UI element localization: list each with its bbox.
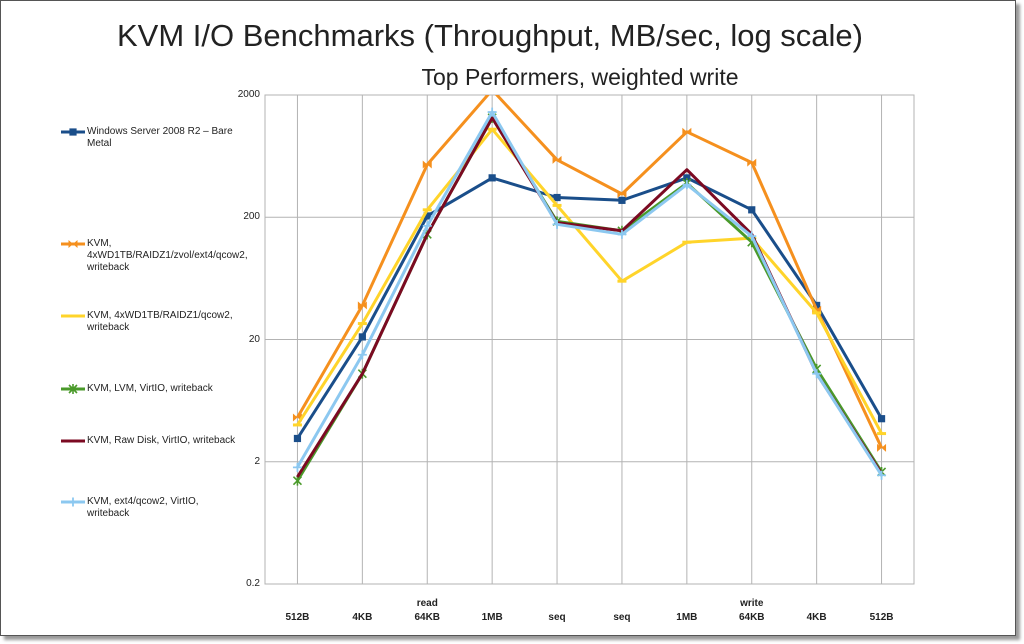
data-point [617, 279, 627, 283]
data-point [292, 462, 302, 472]
data-point [683, 174, 691, 182]
x-group-label: write [740, 598, 764, 609]
data-point [357, 322, 367, 326]
data-point [292, 423, 302, 427]
data-point [748, 206, 756, 214]
data-point [747, 231, 757, 241]
data-point [877, 470, 887, 480]
x-tick-label: 512B [285, 612, 310, 623]
legend-label: Windows Server 2008 R2 – Bare Metal [87, 126, 233, 149]
data-point [877, 415, 886, 423]
legend-symbol [61, 384, 85, 394]
y-tick-label: 20 [248, 333, 260, 345]
y-tick-label: 2000 [237, 89, 260, 100]
x-tick-label: 1MB [676, 612, 698, 623]
data-point [423, 212, 431, 220]
legend-label: KVM, ext4/qcow2, VirtIO, writeback [87, 496, 199, 519]
data-point [812, 369, 822, 379]
chart-subtitle: Top Performers, weighted write [421, 64, 739, 90]
data-point [682, 180, 692, 190]
legend-label: KVM, LVM, VirtIO, writeback [87, 383, 213, 394]
data-point [812, 311, 822, 315]
legend-label: KVM, Raw Disk, VirtIO, writeback [87, 435, 236, 446]
x-tick-label: seq [613, 612, 631, 623]
data-point [488, 174, 496, 182]
series-line [296, 176, 883, 440]
data-point [618, 196, 626, 204]
x-group-label: read [416, 598, 438, 609]
data-point [617, 189, 627, 198]
data-point [68, 240, 78, 248]
series-1 [293, 174, 886, 443]
legend-symbol [61, 439, 85, 443]
x-tick-label: 64KB [414, 612, 441, 623]
y-tick-label: 200 [243, 211, 260, 223]
data-point [293, 434, 302, 443]
data-point [357, 350, 367, 360]
series-line [296, 127, 883, 435]
legend-symbol [61, 128, 85, 136]
data-point [682, 240, 692, 244]
data-point [68, 384, 78, 394]
data-point [682, 127, 692, 136]
data-point [552, 219, 562, 229]
data-point [747, 158, 757, 167]
y-tick-label: 2 [254, 455, 260, 467]
x-tick-label: 64KB [738, 612, 765, 623]
data-point [553, 193, 561, 202]
legend-symbol [61, 314, 85, 318]
data-point [552, 203, 562, 207]
legend-label: KVM, 4xWD1TB/RAIDZ1/zvol/ext4/qcow2, wri… [87, 238, 248, 273]
x-tick-label: seq [548, 612, 566, 623]
legend-symbol [61, 240, 85, 248]
series-line [296, 95, 883, 449]
data-point [422, 221, 432, 231]
x-tick-label: 512B [869, 612, 894, 623]
data-point [422, 160, 432, 169]
legend-label: KVM, 4xWD1TB/RAIDZ1/qcow2, writeback [87, 310, 233, 333]
data-point [69, 128, 77, 136]
x-tick-label: 1MB [481, 612, 503, 623]
data-point [487, 127, 497, 131]
chart-title: KVM I/O Benchmarks (Throughput, MB/sec, … [117, 18, 863, 53]
data-point [422, 208, 432, 212]
data-point [358, 333, 366, 341]
data-point [617, 229, 627, 239]
y-tick-label: 0.2 [246, 578, 260, 589]
data-point [813, 301, 821, 310]
data-point [877, 443, 887, 452]
data-point [877, 432, 887, 436]
series-6 [292, 107, 887, 480]
data-point [552, 155, 562, 164]
x-tick-label: 4KB [806, 612, 827, 623]
data-point [68, 314, 78, 318]
data-point [68, 497, 78, 507]
series-line [296, 110, 883, 477]
data-point [357, 301, 367, 310]
data-point [487, 107, 497, 117]
legend-symbol [61, 497, 85, 507]
data-point [292, 475, 303, 486]
x-tick-label: 4KB [352, 612, 373, 623]
